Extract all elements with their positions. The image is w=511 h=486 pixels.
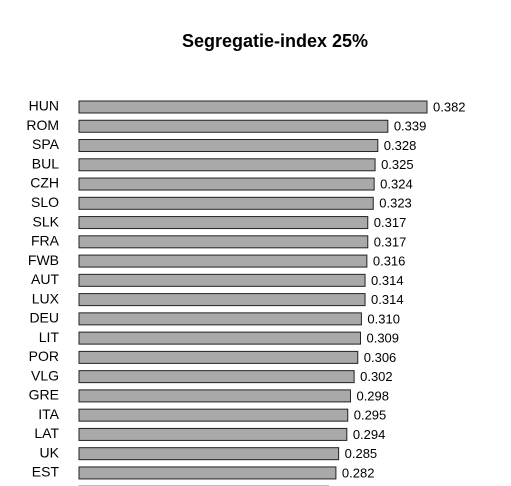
- value-label: 0.314: [371, 292, 404, 307]
- category-label: ITA: [38, 406, 59, 422]
- category-label: LUX: [32, 290, 60, 306]
- category-label: AUT: [31, 271, 59, 287]
- bar: [78, 427, 348, 441]
- value-label: 0.306: [364, 350, 397, 365]
- bar: [78, 331, 361, 345]
- value-label: 0.314: [371, 273, 404, 288]
- category-label: GRE: [29, 387, 59, 403]
- value-label: 0.285: [345, 446, 378, 461]
- value-label: 0.302: [360, 369, 393, 384]
- bar: [78, 312, 362, 326]
- category-label: ROM: [26, 117, 59, 133]
- category-label: POR: [29, 348, 59, 364]
- category-label: FWB: [28, 252, 59, 268]
- category-label: UK: [40, 444, 60, 460]
- chart-title: Segregatie-index 25%: [182, 31, 368, 51]
- value-label: 0.325: [381, 157, 414, 172]
- category-label: CZH: [30, 175, 59, 191]
- bar: [78, 370, 355, 384]
- category-label: BUL: [32, 155, 59, 171]
- value-label: 0.309: [366, 331, 399, 346]
- bar: [78, 216, 369, 230]
- category-label: SPA: [32, 136, 60, 152]
- bar: [78, 408, 349, 422]
- value-label: 0.339: [394, 119, 427, 134]
- value-label: 0.323: [379, 196, 412, 211]
- category-label: EST: [32, 464, 60, 480]
- bar: [78, 466, 337, 480]
- bar: [78, 350, 359, 364]
- value-label: 0.382: [433, 99, 466, 114]
- bar: [78, 235, 369, 249]
- bar: [78, 177, 375, 191]
- category-label: DEU: [29, 310, 59, 326]
- category-label: LIT: [39, 329, 60, 345]
- value-label: 0.324: [380, 176, 413, 191]
- bar: [78, 100, 428, 114]
- bar: [78, 158, 376, 172]
- category-label: LAT: [34, 425, 59, 441]
- category-label: HUN: [29, 98, 59, 114]
- bar: [78, 139, 379, 153]
- bar: [78, 447, 340, 461]
- bar: [78, 119, 389, 133]
- bar: [78, 254, 368, 268]
- value-label: 0.295: [354, 408, 387, 423]
- value-label: 0.294: [353, 427, 386, 442]
- category-label: VLG: [31, 367, 59, 383]
- category-label: FRA: [31, 233, 60, 249]
- category-label: SLO: [31, 194, 59, 210]
- value-label: 0.316: [373, 254, 406, 269]
- value-label: 0.282: [342, 465, 375, 480]
- bar: [78, 389, 351, 403]
- value-label: 0.298: [356, 388, 389, 403]
- value-label: 0.317: [374, 234, 407, 249]
- value-label: 0.328: [384, 138, 417, 153]
- bar: [78, 196, 374, 210]
- value-label: 0.310: [367, 311, 400, 326]
- value-label: 0.317: [374, 215, 407, 230]
- bar: [78, 293, 366, 307]
- bar: [78, 273, 366, 287]
- category-label: SLK: [33, 213, 60, 229]
